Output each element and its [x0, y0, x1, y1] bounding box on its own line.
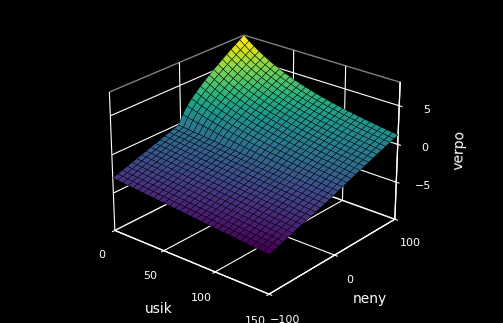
Y-axis label: neny: neny — [353, 292, 387, 306]
X-axis label: usik: usik — [145, 301, 173, 316]
